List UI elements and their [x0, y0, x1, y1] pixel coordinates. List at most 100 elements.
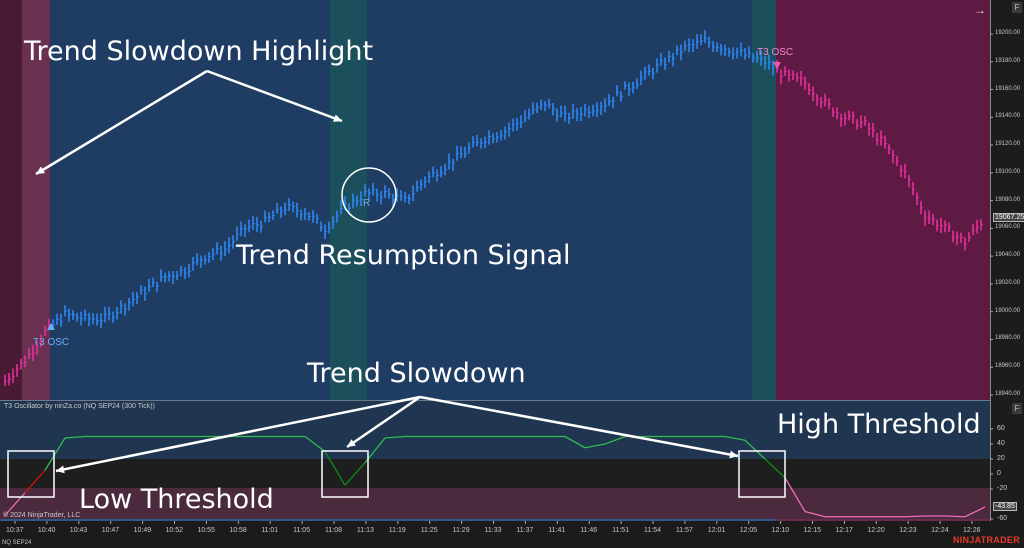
- osc-segment: [64, 435, 86, 439]
- slowdown-box: [7, 450, 55, 498]
- time-tick-label: 10:52: [165, 527, 184, 534]
- copyright: © 2024 NinjaTrader, LLC: [3, 512, 81, 519]
- osc-segment: [584, 443, 606, 449]
- osc-tick-label: -20: [997, 485, 1008, 492]
- osc-segment: [964, 506, 986, 518]
- time-tick-label: 11:25: [420, 527, 438, 534]
- axes: [14, 33, 993, 524]
- arrow-line: [346, 395, 421, 449]
- arrow-line: [35, 69, 208, 176]
- osc-bottom-band: [0, 519, 776, 521]
- time-tick-label: 10:37: [6, 527, 24, 534]
- time-tick-label: 11:46: [580, 527, 598, 534]
- osc-segment: [764, 458, 786, 479]
- time-tick-label: 11:57: [675, 527, 693, 534]
- osc-segment: [44, 437, 66, 471]
- price-tick-label: 18980.00: [995, 335, 1021, 342]
- signal-up-triangle-icon: [47, 323, 55, 330]
- time-tick-label: 10:47: [101, 527, 120, 534]
- slowdown-box: [321, 450, 369, 498]
- price-tick-label: 19120.00: [995, 141, 1021, 148]
- time-tick-label: 11:51: [612, 527, 630, 534]
- time-tick-label: 10:58: [229, 527, 247, 534]
- scroll-right-arrow-icon[interactable]: →: [974, 3, 986, 17]
- price-tick-label: 19200.00: [995, 30, 1021, 36]
- price-tick-label: 19080.00: [995, 196, 1021, 203]
- current-price-label: 19067.25: [993, 213, 1024, 223]
- background-band: [367, 0, 752, 400]
- osc-tick-label: 0: [997, 470, 1001, 477]
- osc-segment: [904, 515, 926, 518]
- osc-tick-label: -60: [997, 515, 1008, 522]
- slowdown-box: [738, 450, 786, 498]
- osc-neutral-zone: [0, 459, 990, 488]
- main-panel-f-button[interactable]: F: [1012, 2, 1022, 13]
- price-tick-label: 18940.00: [995, 391, 1021, 397]
- time-tick-label: 11:29: [452, 527, 470, 534]
- annotation-high-threshold: High Threshold: [777, 409, 981, 440]
- time-tick-label: 11:19: [388, 527, 406, 534]
- price-tick-label: 19100.00: [995, 168, 1021, 175]
- osc-segment: [24, 469, 46, 494]
- signal-label-down: T3 OSC: [757, 47, 794, 58]
- time-tick-label: 12:10: [771, 527, 790, 534]
- time-tick-label: 11:41: [548, 527, 566, 534]
- time-tick-label: 12:15: [803, 527, 822, 534]
- osc-tick-label: 40: [997, 440, 1005, 447]
- time-tick-label: 11:05: [293, 527, 311, 534]
- osc-segment: [344, 462, 366, 486]
- time-tick-label: 12:01: [707, 527, 726, 534]
- axis-panel: [990, 0, 1024, 548]
- oscillator-line: [4, 435, 986, 518]
- arrow-line: [419, 395, 739, 458]
- price-tick-label: 19000.00: [995, 307, 1021, 314]
- time-tick-label: 12:23: [899, 527, 917, 534]
- current-osc-label: -43.85: [993, 501, 1017, 511]
- arrow-head-icon: [333, 114, 342, 122]
- time-tick-label: 12:24: [931, 527, 949, 534]
- time-tick-label: 11:13: [356, 527, 374, 534]
- time-tick-label: 10:49: [133, 527, 152, 534]
- annotation-trend-resumption: Trend Resumption Signal: [236, 240, 571, 271]
- arrow-head-icon: [56, 465, 65, 474]
- price-tick-label: 18960.00: [995, 363, 1021, 370]
- time-tick-label: 11:37: [516, 527, 534, 534]
- arrow-line: [206, 69, 343, 123]
- osc-segment: [384, 435, 406, 439]
- resumption-circle: [341, 167, 397, 223]
- arrow-head-icon: [347, 439, 356, 447]
- annotation-trend-slowdown-highlight: Trend Slowdown Highlight: [24, 36, 374, 67]
- instrument-label: NQ SEP24: [2, 540, 32, 546]
- price-bars: [4, 30, 983, 386]
- price-tick-label: 19180.00: [995, 57, 1021, 64]
- osc-panel-f-button[interactable]: F: [1012, 403, 1022, 414]
- background-band: [752, 0, 776, 400]
- time-tick-label: 11:54: [644, 527, 661, 534]
- annotation-low-threshold: Low Threshold: [79, 484, 274, 515]
- background-band: [776, 0, 990, 400]
- osc-segment: [744, 439, 766, 460]
- osc-tick-label: 20: [997, 455, 1005, 462]
- background-band: [50, 0, 330, 400]
- osc-segment: [324, 451, 346, 486]
- time-tick-label: 12:26: [963, 527, 981, 534]
- time-tick-label: 11:33: [484, 527, 502, 534]
- arrow-head-icon: [729, 450, 738, 459]
- osc-segment: [304, 435, 326, 453]
- time-tick-label: 10:43: [69, 527, 88, 534]
- osc-segment: [724, 435, 746, 441]
- time-tick-label: 11:08: [325, 527, 342, 534]
- indicator-title: T3 Oscillator by ninZa.co (NQ SEP24 (300…: [4, 403, 155, 410]
- price-tick-label: 19040.00: [995, 252, 1021, 259]
- time-tick-label: 11:01: [261, 527, 279, 534]
- osc-segment: [944, 515, 966, 518]
- osc-low-zone: [0, 488, 990, 520]
- osc-bottom-band: [776, 519, 990, 521]
- osc-segment: [564, 435, 586, 449]
- arrow-head-icon: [36, 166, 45, 174]
- signal-down-triangle-icon: [773, 62, 781, 69]
- price-tick-label: 19160.00: [995, 85, 1021, 92]
- time-tick-label: 10:40: [37, 527, 56, 534]
